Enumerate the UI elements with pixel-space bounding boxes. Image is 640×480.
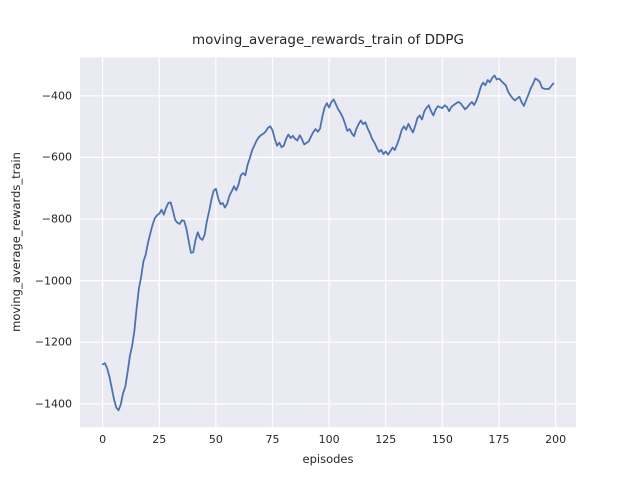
y-tick-label: −600 (41, 150, 72, 164)
axes-background (80, 57, 576, 428)
x-tick-label: 175 (488, 433, 510, 446)
x-tick-label: 75 (265, 433, 280, 446)
y-tick-label: −1200 (34, 335, 72, 349)
x-tick-label: 50 (208, 433, 223, 446)
series-line-ddpg (101, 74, 555, 412)
x-tick-label: 100 (318, 433, 340, 446)
x-tick-label: 0 (99, 433, 107, 446)
horizontal-gridlines (80, 95, 576, 405)
chart-title: moving_average_rewards_train of DDPG (192, 32, 464, 48)
y-tick-label: −1400 (34, 397, 72, 411)
x-tick-label: 200 (545, 433, 567, 446)
y-axis-label: moving_average_rewards_train (9, 152, 23, 332)
x-tick-label: 125 (375, 433, 397, 446)
x-tick-label: 25 (152, 433, 167, 446)
y-tick-label: −400 (41, 89, 72, 103)
y-tick-label: −1000 (34, 274, 72, 288)
x-tick-label: 150 (431, 433, 453, 446)
y-tick-label: −800 (41, 212, 72, 226)
x-axis-label: episodes (302, 452, 354, 466)
vertical-gridlines (102, 57, 557, 428)
